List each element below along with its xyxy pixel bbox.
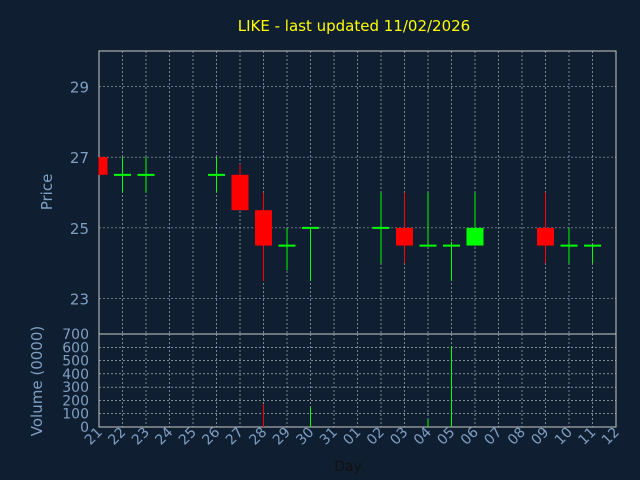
x-axis-label: Day xyxy=(334,459,362,475)
x-tick-label: 25 xyxy=(176,425,200,449)
candle-body xyxy=(396,227,413,246)
x-tick-label: 03 xyxy=(387,425,411,449)
x-tick-label: 12 xyxy=(599,425,623,449)
x-tick-label: 11 xyxy=(575,425,599,449)
x-tick-label: 07 xyxy=(481,425,505,449)
candle xyxy=(560,227,578,264)
x-tick-label: 08 xyxy=(505,425,529,449)
candle xyxy=(302,226,319,281)
candle-body xyxy=(466,227,484,246)
price-y-tick-label: 25 xyxy=(70,220,89,238)
price-panel: 23 25 27 29 Price xyxy=(38,50,617,335)
volume-y-axis-label: Volume (0000) xyxy=(28,326,46,436)
candle-body xyxy=(231,174,249,211)
price-y-tick-label: 27 xyxy=(70,149,89,167)
x-tick-label: 01 xyxy=(340,425,364,449)
candle-body xyxy=(99,157,108,175)
candle xyxy=(419,192,437,247)
candle xyxy=(137,157,155,193)
volume-y-tick-label: 300 xyxy=(62,380,89,396)
volume-y-tick-label: 200 xyxy=(62,393,89,409)
candle xyxy=(466,192,484,246)
x-tick-label: 26 xyxy=(199,424,223,448)
candle xyxy=(443,242,460,281)
volume-y-tick-label: 400 xyxy=(62,367,89,383)
volume-y-tick-label: 600 xyxy=(62,340,89,356)
x-tick-label: 28 xyxy=(246,425,270,449)
x-tick-label: 22 xyxy=(105,425,129,449)
x-tick-label: 30 xyxy=(293,425,317,449)
x-tick-label: 24 xyxy=(152,424,176,448)
x-tick-label: 04 xyxy=(411,424,435,448)
candle xyxy=(98,157,108,175)
price-y-axis-label: Price xyxy=(38,174,56,211)
x-tick-label: 05 xyxy=(434,425,458,449)
volume-bars xyxy=(263,345,452,427)
candle xyxy=(114,157,131,193)
x-tick-label: 09 xyxy=(528,425,552,449)
x-tick-label: 06 xyxy=(458,424,482,448)
candle xyxy=(372,192,390,264)
price-grid xyxy=(99,51,616,334)
price-y-tick-labels: 23 25 27 29 xyxy=(70,78,89,308)
chart-title: LIKE - last updated 11/02/2026 xyxy=(238,17,470,35)
candle-body xyxy=(537,227,554,246)
volume-y-tick-label: 500 xyxy=(62,354,89,370)
candle xyxy=(208,157,225,193)
x-tick-label: 23 xyxy=(129,425,153,449)
volume-y-tick-label: 700 xyxy=(62,327,89,343)
candle xyxy=(396,192,413,264)
candle xyxy=(537,192,554,264)
x-tick-labels: 21 22 23 24 25 26 27 28 29 30 31 01 02 03 04 05 06 07 08 09… xyxy=(82,424,623,448)
candle xyxy=(255,192,272,281)
candle-body xyxy=(255,210,272,246)
volume-y-tick-label: 0 xyxy=(80,420,89,436)
price-y-tick-label: 29 xyxy=(70,78,89,96)
volume-y-tick-label: 100 xyxy=(62,407,89,423)
volume-grid xyxy=(99,334,616,427)
candle xyxy=(278,227,296,271)
candles xyxy=(98,157,601,281)
x-tick-label: 10 xyxy=(552,425,576,449)
x-tick-label: 31 xyxy=(317,425,341,449)
candle xyxy=(231,164,249,211)
price-y-tick-label: 23 xyxy=(70,291,89,309)
x-tick-label: 29 xyxy=(270,425,294,449)
candle xyxy=(584,244,601,264)
x-tick-label: 27 xyxy=(223,425,247,449)
x-tick-label: 02 xyxy=(364,425,388,449)
